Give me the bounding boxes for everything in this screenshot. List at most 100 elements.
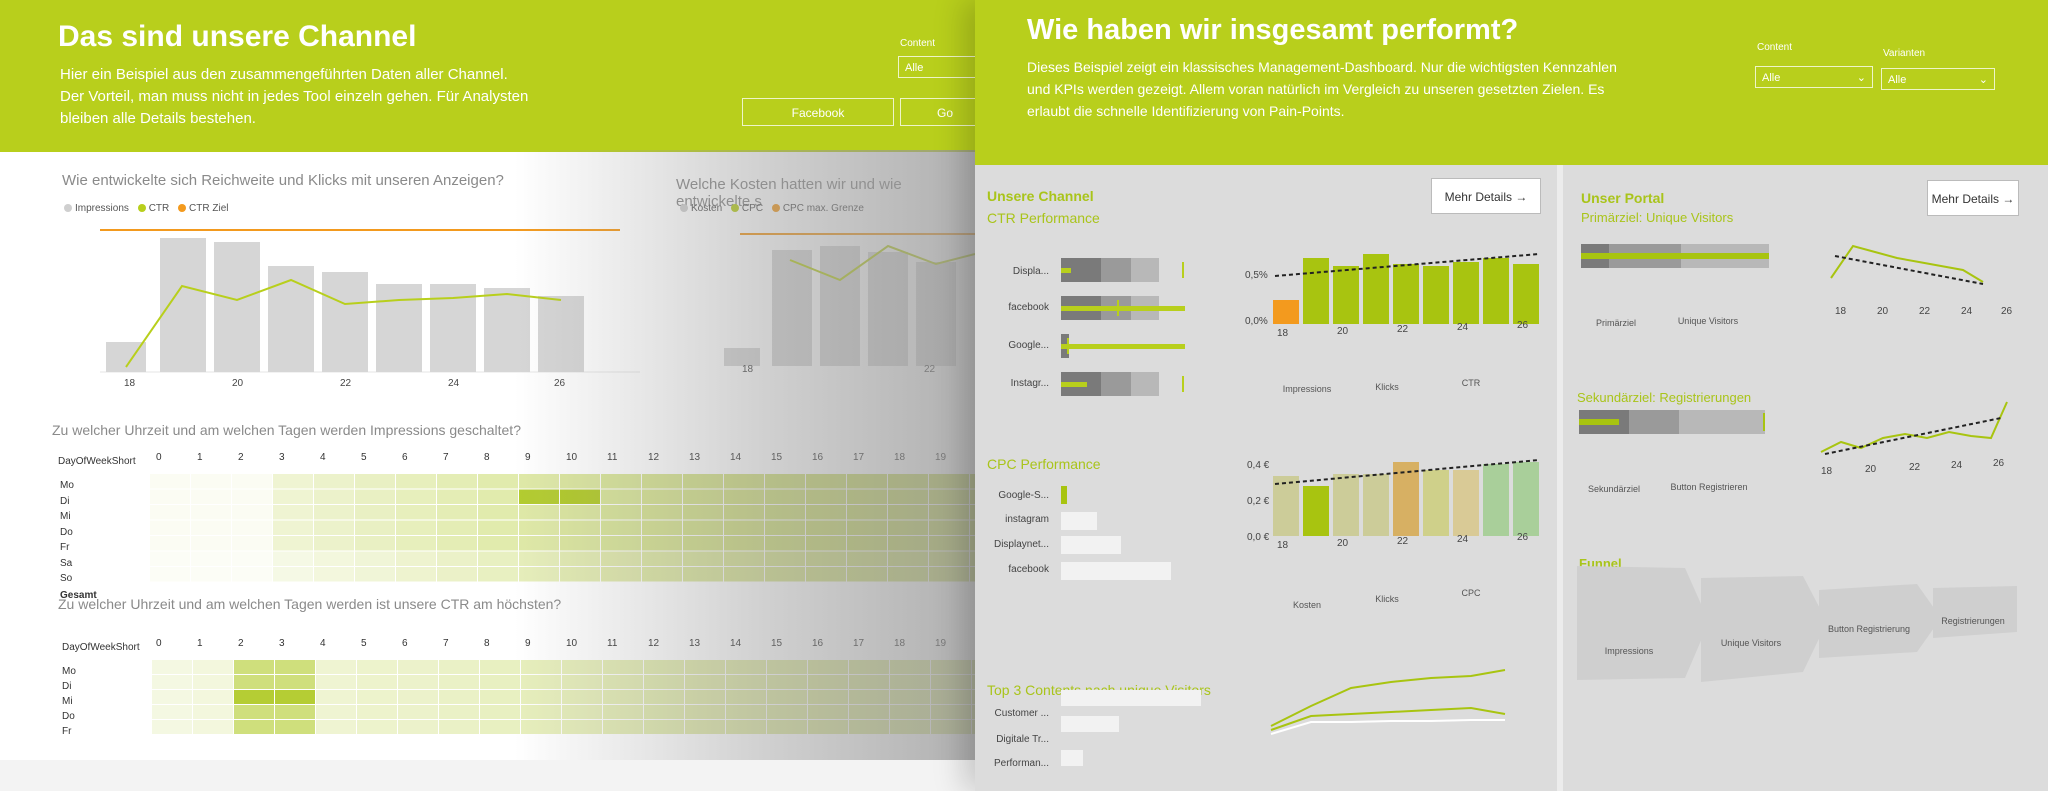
secondary-goal-value-bar xyxy=(1579,419,1619,425)
heatmap-cell xyxy=(398,660,438,674)
top3-item-label: Performan... xyxy=(993,758,1049,769)
heatmap-cell xyxy=(808,720,848,734)
costs-legend: Kosten CPC CPC max. Grenze xyxy=(674,203,864,214)
heatmap-cell xyxy=(767,690,807,704)
top3-line xyxy=(1270,719,1505,735)
heatmap-cell xyxy=(808,675,848,689)
hour-label: 17 xyxy=(853,452,865,463)
heatmap-cell xyxy=(806,567,846,582)
hour-label: 12 xyxy=(648,452,660,463)
heatmap-cell xyxy=(644,705,684,719)
heatmap-cell xyxy=(929,520,969,535)
facebook-channel-button[interactable]: Facebook xyxy=(742,98,894,126)
heatmap-cell xyxy=(398,705,438,719)
heatmap-cell xyxy=(644,690,684,704)
heatmap-cell xyxy=(806,536,846,551)
heatmap-cell xyxy=(562,720,602,734)
impressions-heatmap xyxy=(150,474,975,582)
heatmap-cell xyxy=(644,720,684,734)
heatmap-cell xyxy=(560,489,600,504)
heatmap-cell xyxy=(232,489,272,504)
heatmap-cell xyxy=(560,536,600,551)
heatmap-cell xyxy=(480,660,520,674)
cpc-channel-label: instagram xyxy=(1005,514,1049,525)
bullet-row xyxy=(1061,372,1184,396)
ctr-bullet-charts xyxy=(1061,258,1185,396)
day-label: Di xyxy=(60,495,70,507)
heatmap-cell xyxy=(603,675,643,689)
kpi-label: Klicks xyxy=(1375,594,1399,604)
google-channel-button[interactable]: Go xyxy=(900,98,975,126)
heatmap-cell xyxy=(234,720,274,734)
heatmap-cell xyxy=(765,505,805,520)
heatmap-cell xyxy=(683,520,723,535)
heatmap-cell xyxy=(355,520,395,535)
heatmap-cell xyxy=(314,505,354,520)
cpc-bar xyxy=(1483,464,1509,536)
kpi-label: Impressions xyxy=(1282,384,1332,394)
heatmap-total-label: Gesamt xyxy=(60,590,97,601)
heatmap-cell xyxy=(193,690,233,704)
portal-more-details-button[interactable]: Mehr Details → xyxy=(1927,180,2019,216)
day-label: Mo xyxy=(62,666,76,677)
heatmap-cell xyxy=(644,660,684,674)
heatmap-cell xyxy=(273,536,313,551)
y-tick: 0,5% xyxy=(1245,270,1268,281)
ctr-bar xyxy=(1393,264,1419,324)
cpc-bullet-bar xyxy=(1061,536,1121,554)
heatmap-cell xyxy=(724,505,764,520)
heatmap-cell xyxy=(437,551,477,566)
hour-label: 15 xyxy=(771,452,783,463)
hour-label: 1 xyxy=(197,638,203,649)
heatmap-cell xyxy=(355,505,395,520)
kpi-label: Primärziel xyxy=(1595,318,1636,328)
heatmap-cell xyxy=(931,675,971,689)
ctr-channel-label: facebook xyxy=(1008,302,1049,313)
hour-label: 1 xyxy=(197,452,203,463)
x-tick: 20 xyxy=(1865,464,1877,475)
heatmap-cell xyxy=(929,567,969,582)
page-title: Das sind unsere Channel xyxy=(58,20,417,53)
heatmap-cell xyxy=(562,675,602,689)
ctr-channel-label: Google... xyxy=(1008,340,1049,351)
heatmap-cell xyxy=(273,520,313,535)
cpc-bar xyxy=(1513,462,1539,536)
channel-more-details-button[interactable]: Mehr Details → xyxy=(1431,178,1541,214)
heatmap-cell xyxy=(275,690,315,704)
x-tick: 24 xyxy=(1457,534,1469,545)
impressions-bar xyxy=(376,284,422,372)
x-tick: 24 xyxy=(1457,322,1469,333)
heatmap-cell xyxy=(234,690,274,704)
heatmap-cell xyxy=(519,567,559,582)
heatmap-cell xyxy=(765,489,805,504)
heatmap-cell xyxy=(683,567,723,582)
heatmap-cell xyxy=(275,705,315,719)
kpi-label: Kosten xyxy=(1292,600,1322,610)
heatmap-cell xyxy=(521,660,561,674)
heatmap-cell xyxy=(765,474,805,489)
registrations-line xyxy=(1820,401,2008,453)
cpc-channel-label: Displaynet... xyxy=(993,539,1049,550)
heatmap-cell xyxy=(273,489,313,504)
heatmap-cell xyxy=(642,567,682,582)
heatmap-cell xyxy=(191,489,231,504)
content-filter-select[interactable]: Alle xyxy=(898,56,975,78)
heatmap-cell xyxy=(601,520,641,535)
hour-label: 7 xyxy=(443,452,449,463)
heatmap-cell xyxy=(683,505,723,520)
heatmap-cell xyxy=(314,551,354,566)
heatmap-cell xyxy=(890,675,930,689)
variant-filter-select[interactable]: Alle ⌄ xyxy=(1881,68,1995,90)
heatmap-cell xyxy=(150,505,190,520)
top3-line xyxy=(1270,669,1506,727)
heatmap-cell xyxy=(890,720,930,734)
content-filter-select[interactable]: Alle ⌄ xyxy=(1755,66,1873,88)
x-tick: 20 xyxy=(1337,326,1349,337)
cpc-bullet-charts xyxy=(1061,486,1171,580)
heatmap-cell xyxy=(273,505,313,520)
heatmap-cell xyxy=(191,520,231,535)
channel-header: Das sind unsere Channel Hier ein Beispie… xyxy=(0,0,975,152)
management-dashboard-panel: Wie haben wir insgesamt performt? Dieses… xyxy=(975,0,2048,791)
ctr-line xyxy=(125,278,562,368)
primary-goal-value-bar xyxy=(1581,253,1769,259)
